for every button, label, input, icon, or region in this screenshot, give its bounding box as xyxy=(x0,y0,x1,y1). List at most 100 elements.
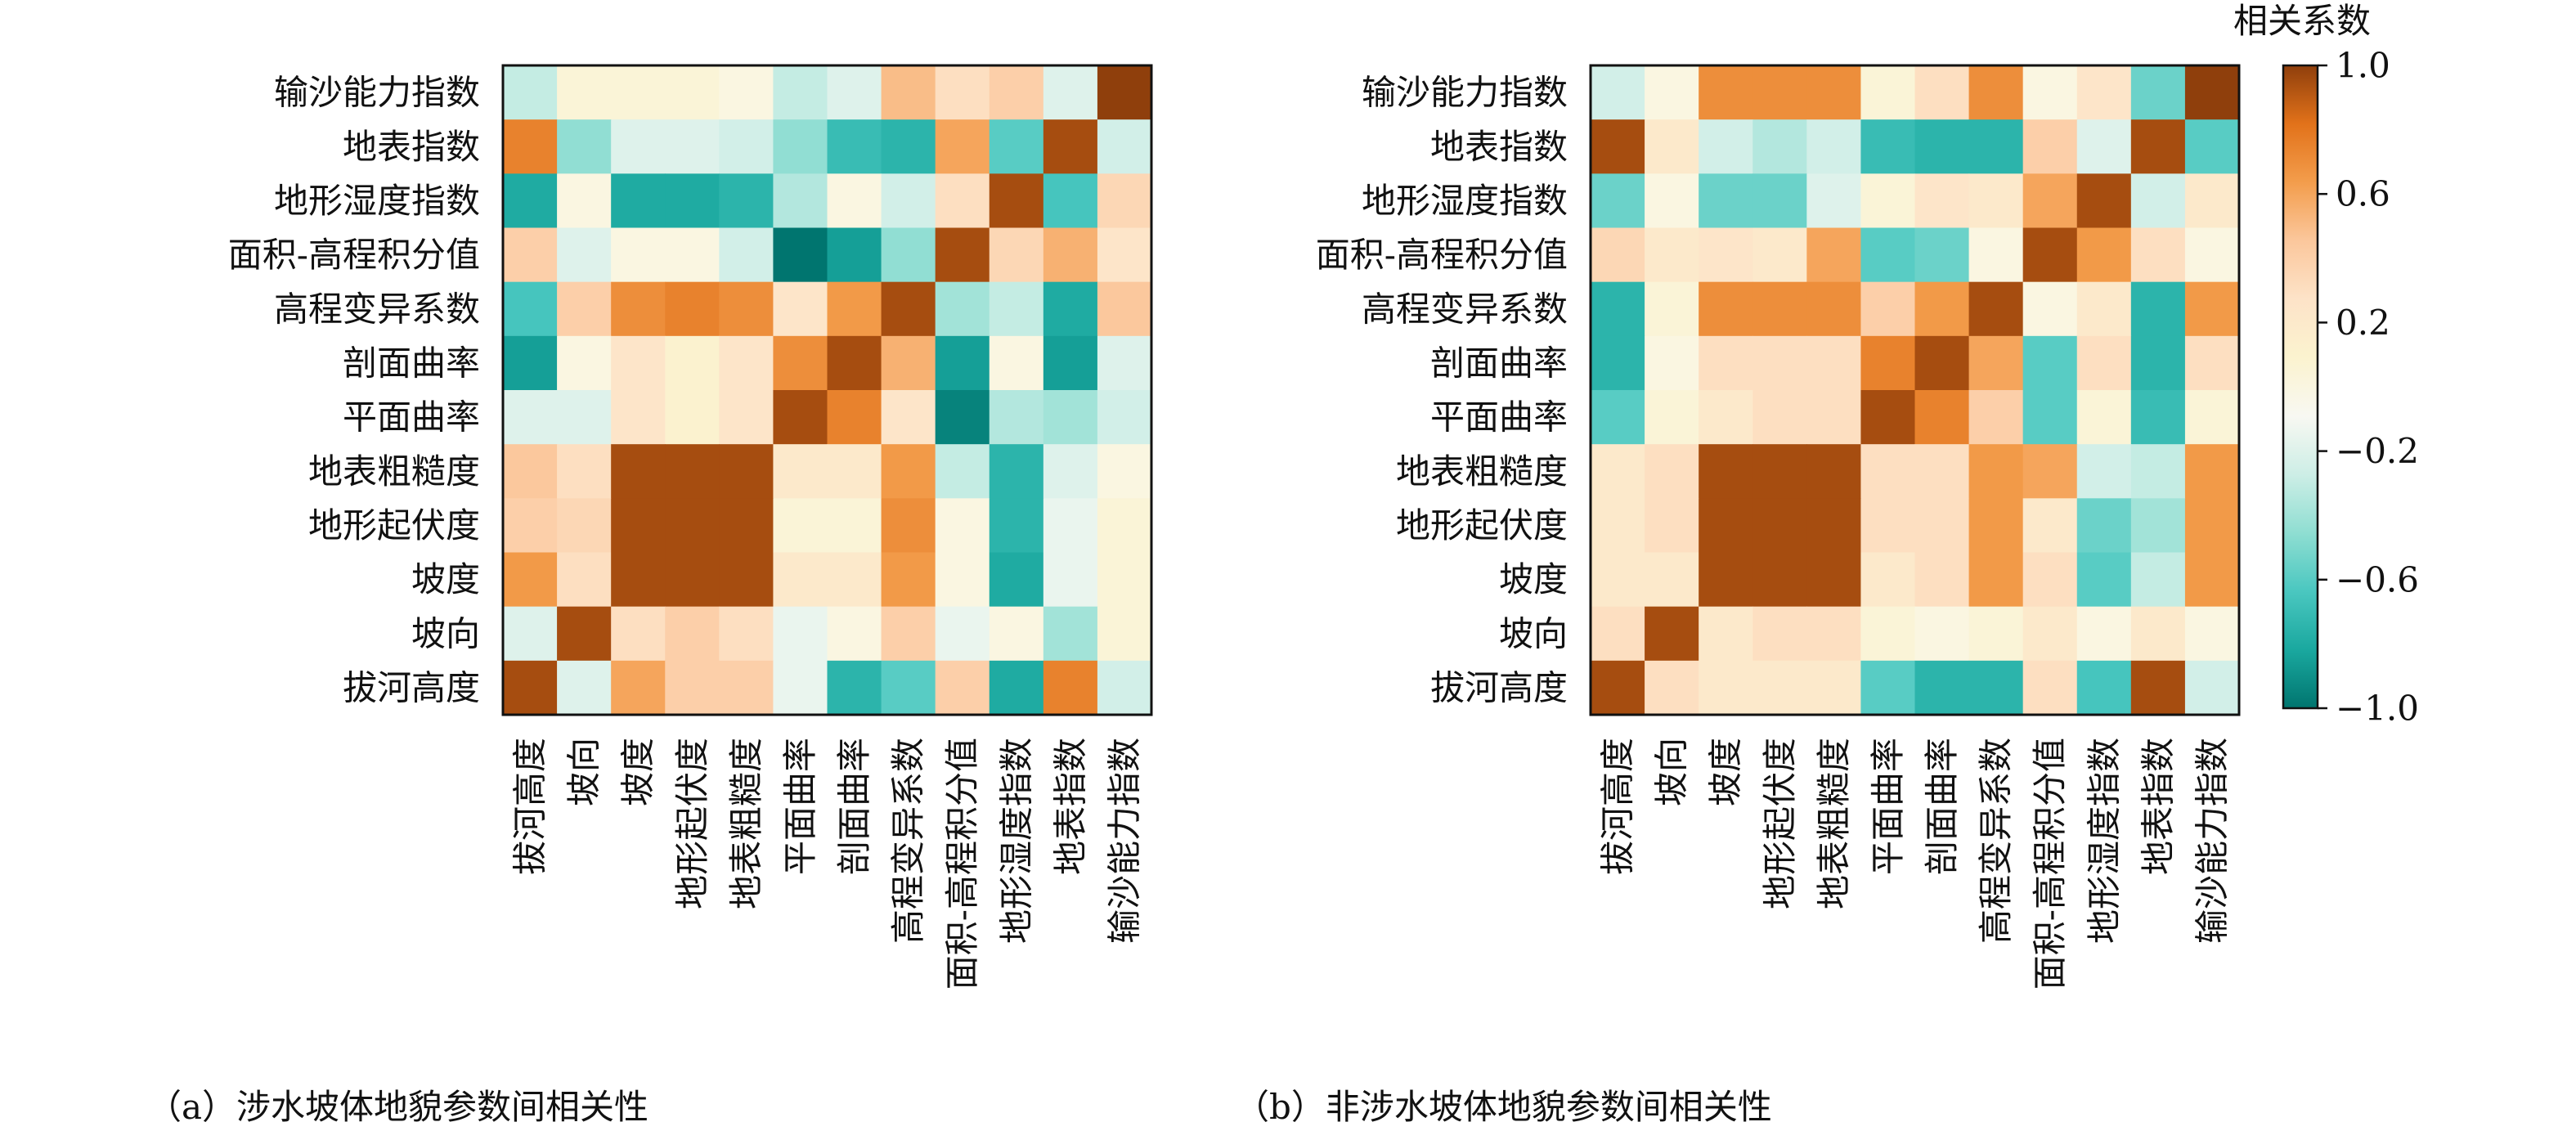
heatmap-cell-b-1-3 xyxy=(1752,119,1807,174)
heatmap-cell-b-4-6 xyxy=(1914,281,1970,337)
heatmap-cell-a-10-1 xyxy=(557,606,612,662)
heatmap-cell-b-6-10 xyxy=(2130,390,2186,445)
heatmap-cell-b-6-0 xyxy=(1591,390,1645,445)
heatmap-cell-b-9-7 xyxy=(1968,552,2024,608)
heatmap-cell-a-1-11 xyxy=(1097,119,1152,174)
heatmap-cell-a-5-5 xyxy=(773,335,828,391)
row-label-b-11: 拔河高度 xyxy=(1430,667,1568,707)
heatmap-cell-a-2-5 xyxy=(773,173,828,229)
heatmap-cell-b-3-10 xyxy=(2130,227,2186,283)
heatmap-cell-b-10-10 xyxy=(2130,606,2186,662)
heatmap-cell-a-11-3 xyxy=(665,660,720,716)
heatmap-cell-a-6-3 xyxy=(665,390,720,445)
col-label-b-5: 平面曲率 xyxy=(1868,738,1908,875)
heatmap-cell-a-10-4 xyxy=(719,606,774,662)
heatmap-cell-a-2-3 xyxy=(665,173,720,229)
row-label-b-9: 坡度 xyxy=(1499,559,1568,599)
heatmap-cell-a-3-0 xyxy=(503,227,558,283)
heatmap-cell-a-9-1 xyxy=(557,552,612,608)
heatmap-cell-b-6-2 xyxy=(1699,390,1753,445)
heatmap-cell-b-8-3 xyxy=(1752,498,1807,554)
heatmap-cell-b-3-4 xyxy=(1806,227,1862,283)
heatmap-cell-a-10-5 xyxy=(773,606,828,662)
col-label-a-4: 地表粗糙度 xyxy=(726,738,766,909)
heatmap-cell-a-2-8 xyxy=(935,173,990,229)
heatmap-cell-a-4-11 xyxy=(1097,281,1152,337)
heatmap-cell-b-9-3 xyxy=(1752,552,1807,608)
heatmap-cell-a-7-11 xyxy=(1097,444,1152,499)
heatmap-cell-a-10-10 xyxy=(1043,606,1098,662)
row-label-a-7: 地表粗糙度 xyxy=(308,451,480,491)
heatmap-cell-a-5-2 xyxy=(611,335,666,391)
heatmap-cell-b-1-10 xyxy=(2130,119,2186,174)
heatmap-cell-b-2-4 xyxy=(1806,173,1862,229)
colorbar-tick-label-2: 0.2 xyxy=(2336,303,2390,343)
heatmap-cell-a-8-2 xyxy=(611,498,666,554)
heatmap-cell-b-4-5 xyxy=(1860,281,1916,337)
heatmap-cell-b-0-3 xyxy=(1752,65,1807,120)
heatmap-cell-a-9-3 xyxy=(665,552,720,608)
row-label-a-3: 面积-高程积分值 xyxy=(228,235,480,275)
heatmap-cell-b-9-8 xyxy=(2022,552,2078,608)
colorbar-tick-label-3: −0.2 xyxy=(2336,431,2419,471)
heatmap-cell-b-3-7 xyxy=(1968,227,2024,283)
heatmap-cell-b-2-7 xyxy=(1968,173,2024,229)
heatmap-cell-b-3-1 xyxy=(1645,227,1699,283)
heatmap-cell-b-4-11 xyxy=(2184,281,2240,337)
heatmap-cell-a-4-6 xyxy=(827,281,882,337)
heatmap-cell-a-5-11 xyxy=(1097,335,1152,391)
heatmap-cell-a-3-3 xyxy=(665,227,720,283)
heatmap-cell-b-4-4 xyxy=(1806,281,1862,337)
heatmap-cell-b-4-10 xyxy=(2130,281,2186,337)
heatmap-cell-a-0-6 xyxy=(827,65,882,120)
heatmap-cell-a-6-9 xyxy=(989,390,1044,445)
row-label-a-1: 地表指数 xyxy=(343,127,480,167)
heatmap-cell-a-0-7 xyxy=(881,65,936,120)
heatmap-cell-b-8-11 xyxy=(2184,498,2240,554)
heatmap-cell-b-10-8 xyxy=(2022,606,2078,662)
heatmap-cell-b-11-2 xyxy=(1699,660,1753,716)
heatmap-cell-b-11-9 xyxy=(2076,660,2132,716)
heatmap-cell-b-0-4 xyxy=(1806,65,1862,120)
heatmap-cell-b-10-11 xyxy=(2184,606,2240,662)
heatmap-cell-a-6-6 xyxy=(827,390,882,445)
col-label-a-1: 坡向 xyxy=(564,738,604,806)
heatmap-cell-a-11-6 xyxy=(827,660,882,716)
heatmap-cell-a-5-1 xyxy=(557,335,612,391)
heatmap-cell-b-7-1 xyxy=(1645,444,1699,499)
heatmap-cell-a-8-8 xyxy=(935,498,990,554)
heatmap-cell-b-11-4 xyxy=(1806,660,1862,716)
heatmap-cell-b-7-11 xyxy=(2184,444,2240,499)
heatmap-cell-b-7-3 xyxy=(1752,444,1807,499)
plot-frame-b xyxy=(1589,64,2241,716)
heatmap-cell-a-5-3 xyxy=(665,335,720,391)
heatmap-cell-b-4-7 xyxy=(1968,281,2024,337)
row-label-b-7: 地表粗糙度 xyxy=(1396,451,1568,491)
heatmap-cell-b-11-8 xyxy=(2022,660,2078,716)
row-label-b-6: 平面曲率 xyxy=(1430,397,1568,438)
heatmap-cell-a-4-9 xyxy=(989,281,1044,337)
heatmap-cell-b-8-6 xyxy=(1914,498,1970,554)
heatmap-cell-b-1-7 xyxy=(1968,119,2024,174)
heatmap-cell-a-8-5 xyxy=(773,498,828,554)
heatmap-cell-b-1-1 xyxy=(1645,119,1699,174)
heatmap-cell-b-1-2 xyxy=(1699,119,1753,174)
heatmap-cell-b-11-5 xyxy=(1860,660,1916,716)
heatmap-cell-b-0-10 xyxy=(2130,65,2186,120)
heatmap-cell-a-6-4 xyxy=(719,390,774,445)
heatmap-cell-b-5-0 xyxy=(1591,335,1645,391)
col-label-b-6: 剖面曲率 xyxy=(1922,738,1962,875)
heatmap-cell-a-9-2 xyxy=(611,552,666,608)
heatmap-cell-b-4-1 xyxy=(1645,281,1699,337)
heatmap-cell-b-5-4 xyxy=(1806,335,1862,391)
heatmap-cell-b-6-3 xyxy=(1752,390,1807,445)
row-label-b-5: 剖面曲率 xyxy=(1430,343,1568,383)
heatmap-cell-a-0-4 xyxy=(719,65,774,120)
heatmap-cell-a-11-2 xyxy=(611,660,666,716)
heatmap-cell-b-10-0 xyxy=(1591,606,1645,662)
heatmap-cell-a-7-4 xyxy=(719,444,774,499)
heatmap-cell-a-2-0 xyxy=(503,173,558,229)
heatmap-cell-b-11-1 xyxy=(1645,660,1699,716)
heatmap-cell-b-9-11 xyxy=(2184,552,2240,608)
heatmap-cell-b-9-10 xyxy=(2130,552,2186,608)
